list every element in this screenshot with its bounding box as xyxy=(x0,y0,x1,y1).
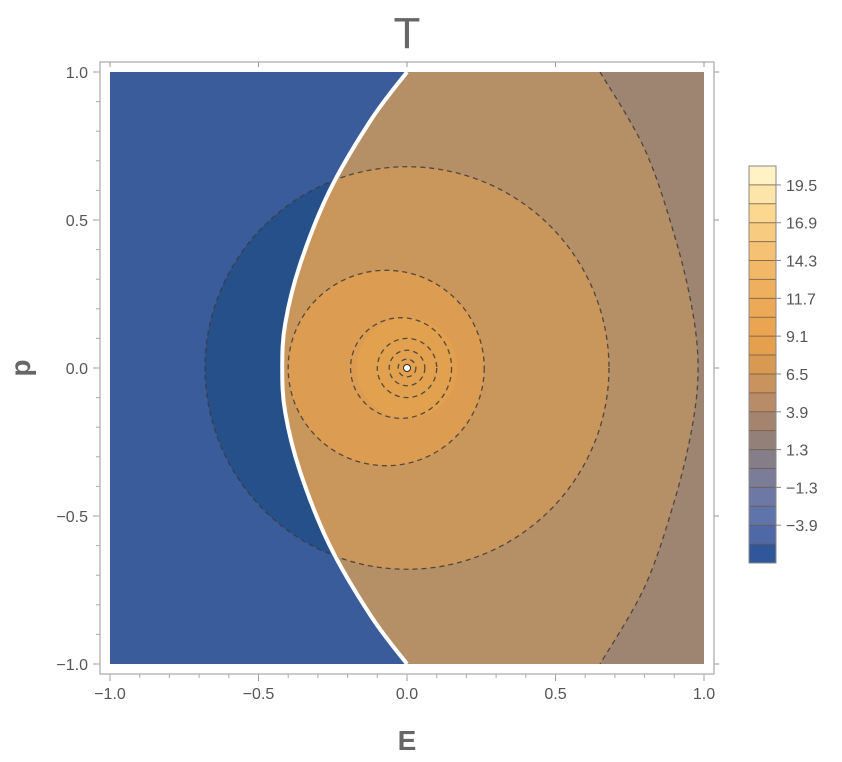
y-axis-title: p xyxy=(5,359,36,376)
contour-line-5 xyxy=(397,358,417,378)
contour-line-outer xyxy=(599,72,699,664)
legend-swatch xyxy=(749,260,776,280)
contour-line-4 xyxy=(388,349,426,387)
x-tick-label: −1.0 xyxy=(94,686,126,703)
legend-swatch xyxy=(749,166,776,186)
legend-label: 19.5 xyxy=(786,178,817,195)
legend-swatch xyxy=(749,222,776,243)
x-tick-label: 1.0 xyxy=(693,686,715,703)
x-axis-ticks: −1.0 −0.5 0.0 0.5 1.0 xyxy=(94,62,715,703)
legend-label: 11.7 xyxy=(786,291,816,308)
legend-label: −1.3 xyxy=(786,480,818,497)
contour-line-1 xyxy=(287,269,485,467)
legend-swatch xyxy=(749,411,776,432)
legend-swatch xyxy=(749,336,776,356)
legend-swatch xyxy=(749,317,776,337)
legend-label: 1.3 xyxy=(786,443,808,460)
legend-label: 16.9 xyxy=(786,216,817,233)
singular-point xyxy=(403,364,411,372)
legend-swatch xyxy=(749,430,776,451)
legend-swatch xyxy=(749,468,776,488)
y-tick-label: −0.5 xyxy=(56,509,88,526)
y-tick-label: 1.0 xyxy=(66,65,88,82)
x-tick-label: −0.5 xyxy=(243,686,275,703)
legend-label: 14.3 xyxy=(786,254,817,271)
legend-swatch xyxy=(749,544,776,564)
legend-swatch xyxy=(749,298,776,318)
x-tick-label: 0.5 xyxy=(544,686,566,703)
legend-swatch xyxy=(749,241,776,262)
x-tick-label: 0.0 xyxy=(396,686,418,703)
y-axis-ticks: −1.0 −0.5 0.0 0.5 1.0 xyxy=(56,65,719,674)
contour-line-2 xyxy=(349,317,453,419)
legend-swatch xyxy=(749,487,776,507)
contour-lines xyxy=(204,72,699,664)
legend: 19.5 16.9 14.3 11.7 9.1 6.5 3.9 1.3 −1.3 −3.9 xyxy=(748,165,818,564)
legend-swatch xyxy=(749,279,776,299)
y-tick-label: 0.5 xyxy=(66,213,88,230)
x-axis-title: E xyxy=(398,725,417,756)
boundary-curve xyxy=(280,72,409,664)
y-tick-label: 0.0 xyxy=(66,361,88,378)
legend-label: −3.9 xyxy=(786,518,818,535)
legend-swatch xyxy=(749,506,776,526)
y-tick-label: −1.0 xyxy=(56,657,88,674)
legend-swatch xyxy=(749,392,776,413)
contour-line-3 xyxy=(376,337,438,399)
legend-label: 3.9 xyxy=(786,405,808,422)
legend-frame xyxy=(748,165,777,564)
chart-title: T xyxy=(394,9,421,58)
legend-label: 9.1 xyxy=(786,329,808,346)
legend-swatch xyxy=(749,203,776,224)
legend-swatch xyxy=(749,373,776,394)
legend-swatch xyxy=(749,184,776,205)
legend-swatch xyxy=(749,449,776,469)
contour-line-0 xyxy=(204,166,610,570)
plot-area xyxy=(110,72,704,664)
legend-label: 6.5 xyxy=(786,367,808,384)
legend-swatch xyxy=(749,525,776,545)
legend-swatch xyxy=(749,355,776,375)
